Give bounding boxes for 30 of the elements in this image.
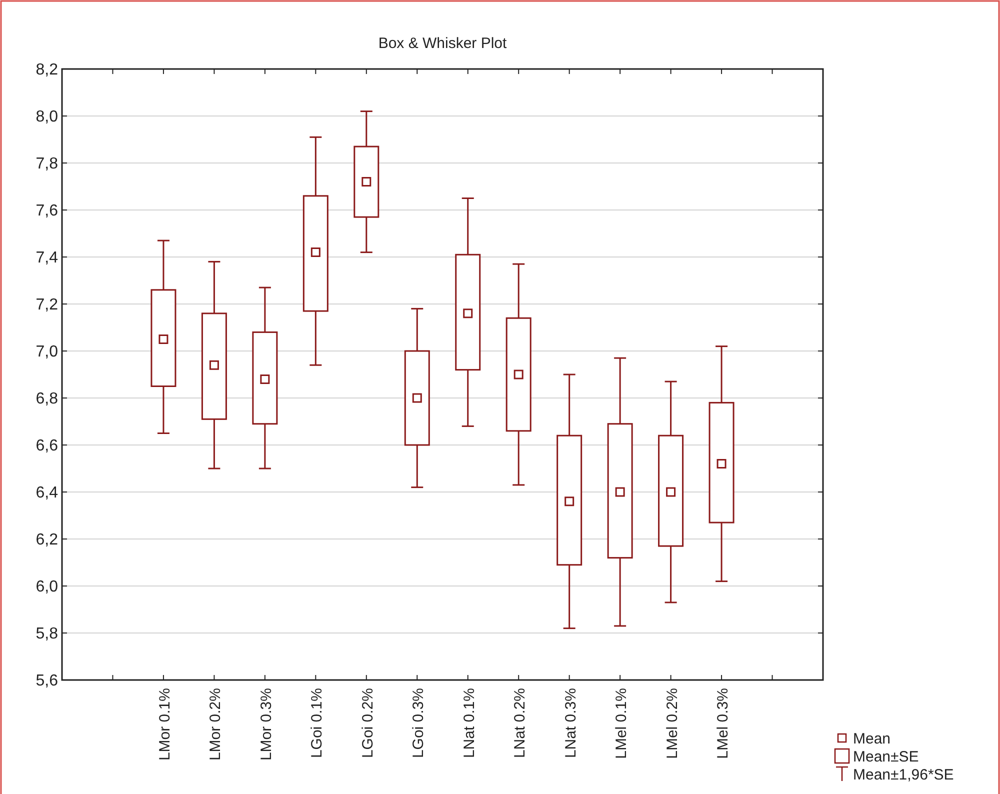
x-tick-label: LGoi 0.2% [359,688,376,758]
x-tick-label: LMor 0.1% [156,688,174,761]
text: Mean [853,730,891,748]
y-tick-label: 6,6 [36,438,58,455]
x-tick-label: LMel 0.2% [664,688,681,759]
y-tick-label: 7,2 [36,296,58,314]
y-tick-label: 7,0 [36,344,58,361]
x-tick-label: LNat 0.1% [460,688,478,758]
x-tick-label: LGoi 0.3% [410,688,428,758]
x-tick-label: LGoi 0.1% [308,688,326,758]
y-tick-label: 6,2 [36,532,58,549]
x-tick-label: LNat 0.3% [562,688,580,758]
x-tick-label: LMel 0.3% [714,688,732,759]
chart-title: Box & Whisker Plot [378,35,508,52]
x-tick-label: LNat 0.2% [512,688,529,758]
y-tick-label: 5,6 [36,672,58,690]
y-tick-label: 8,2 [36,62,58,79]
y-tick-label: 6,4 [36,484,58,502]
text: Mean±SE [853,748,919,766]
x-tick-label: LMor 0.3% [258,688,275,761]
y-tick-label: 7,6 [36,202,58,220]
y-tick-label: 7,8 [36,156,58,173]
x-tick-label: LMel 0.1% [613,688,630,759]
text: Mean±1,96*SE [853,766,954,784]
y-tick-label: 6,0 [36,578,58,596]
y-tick-label: 8,0 [36,108,58,126]
y-tick-label: 6,8 [36,390,58,408]
x-tick-label: LMor 0.2% [207,688,224,761]
y-tick-label: 5,8 [36,626,58,643]
y-tick-label: 7,4 [36,250,58,267]
